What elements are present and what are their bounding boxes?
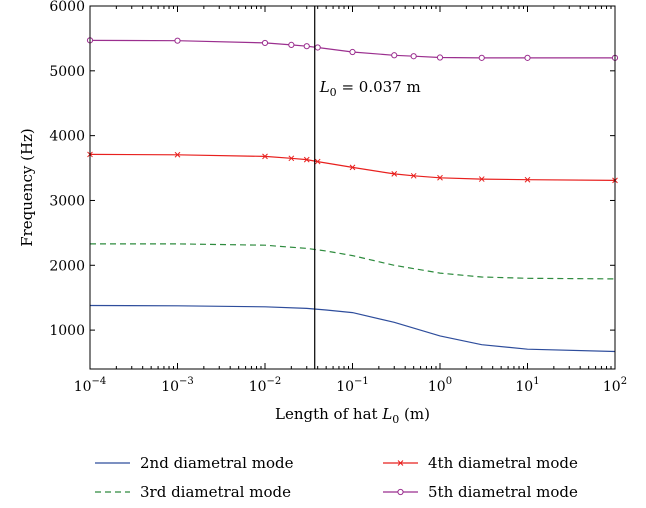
data-point-x-marker xyxy=(478,176,485,182)
data-point-circle-marker xyxy=(314,44,321,51)
x-tick-base: 10 xyxy=(336,379,354,395)
x-tick-base: 10 xyxy=(603,379,621,395)
y-tick-label: 3000 xyxy=(49,193,85,209)
data-point-x-marker xyxy=(437,174,443,181)
x-tick-exponent: 2 xyxy=(621,376,627,387)
data-point-x-marker xyxy=(524,176,531,183)
data-point-circle-marker xyxy=(349,48,356,56)
data-point-x-marker xyxy=(391,171,398,177)
series-4 xyxy=(86,37,619,61)
data-point-circle-marker xyxy=(478,54,485,61)
x-tick-base: 10 xyxy=(515,379,533,395)
x-tick-label: 101 xyxy=(515,376,539,395)
annotation-label: L0 = 0.037 m xyxy=(319,78,421,99)
y-tick-label: 2000 xyxy=(49,258,85,274)
data-point-circle-marker xyxy=(524,54,531,61)
annotation-text: = 0.037 m xyxy=(337,78,421,96)
x-tick-base: 10 xyxy=(74,379,92,395)
x-tick-label: 10−2 xyxy=(249,376,282,395)
legend-label: 5th diametral mode xyxy=(428,483,578,501)
legend-label: 4th diametral mode xyxy=(428,454,578,472)
series-line xyxy=(90,243,616,280)
x-tick-base: 10 xyxy=(161,379,179,395)
x-tick-label: 10−4 xyxy=(74,376,107,395)
legend-item-4: 5th diametral mode xyxy=(383,483,578,501)
plot-series xyxy=(86,37,619,353)
data-point-x-marker xyxy=(262,153,268,160)
y-axis: 1000 2000 3000 4000 5000 6000 xyxy=(49,0,615,339)
x-axis: 10−4 10−3 10−2 10−1 100 101 102 xyxy=(74,6,627,395)
x-tick-base: 10 xyxy=(428,379,446,395)
data-point-x-marker xyxy=(174,151,181,158)
series-line xyxy=(89,304,616,353)
x-tick-label: 100 xyxy=(428,376,452,395)
y-tick-label: 1000 xyxy=(49,323,85,339)
data-point-x-marker xyxy=(288,155,295,162)
x-axis-label-symbol: L xyxy=(381,405,392,423)
annotation-subscript: 0 xyxy=(330,86,337,99)
legend-item-3: 4th diametral mode xyxy=(383,454,578,472)
legend-marker xyxy=(397,460,404,466)
annotation-symbol: L xyxy=(319,78,330,96)
data-point-circle-marker xyxy=(410,53,417,60)
x-axis-label-main: Length of hat xyxy=(275,405,382,423)
data-point-x-marker xyxy=(410,172,417,179)
legend-label: 2nd diametral mode xyxy=(140,454,294,472)
x-axis-label: Length of hat L0 (m) xyxy=(275,405,430,426)
data-point-x-marker xyxy=(303,156,310,163)
x-axis-label-unit: (m) xyxy=(399,405,430,423)
data-point-circle-marker xyxy=(174,37,181,44)
x-tick-exponent: −1 xyxy=(354,376,369,387)
x-tick-exponent: −3 xyxy=(179,376,194,387)
x-tick-exponent: −4 xyxy=(92,376,107,387)
axis-labels: Length of hat L0 (m) Frequency (Hz) xyxy=(18,128,430,426)
x-tick-exponent: 1 xyxy=(533,376,539,387)
x-tick-label: 10−3 xyxy=(161,376,194,395)
data-point-circle-marker xyxy=(391,52,398,59)
plot-frame xyxy=(89,5,616,370)
data-point-x-marker xyxy=(349,164,356,171)
data-point-circle-marker xyxy=(303,43,310,50)
plot-annotation: L0 = 0.037 m xyxy=(314,6,421,369)
x-tick-exponent: −2 xyxy=(267,376,282,387)
data-point-x-marker xyxy=(314,158,321,165)
y-axis-label: Frequency (Hz) xyxy=(18,128,36,247)
y-tick-label: 4000 xyxy=(49,129,85,145)
data-point-circle-marker xyxy=(436,54,444,61)
legend-item-1: 2nd diametral mode xyxy=(95,454,294,472)
legend-marker xyxy=(397,488,404,496)
legend: 2nd diametral mode 3rd diametral mode 4th … xyxy=(95,454,578,501)
series-3 xyxy=(87,151,618,184)
x-tick-base: 10 xyxy=(249,379,267,395)
x-tick-label: 102 xyxy=(603,376,627,395)
legend-label: 3rd diametral mode xyxy=(140,483,291,501)
data-point-circle-marker xyxy=(261,39,269,47)
y-tick-label: 5000 xyxy=(49,64,85,80)
series-1 xyxy=(89,304,616,353)
x-tick-exponent: 0 xyxy=(446,376,452,387)
data-point-circle-marker xyxy=(288,41,295,48)
series-2 xyxy=(90,243,616,280)
x-axis-label-subscript: 0 xyxy=(392,413,399,426)
legend-item-2: 3rd diametral mode xyxy=(95,483,291,501)
x-tick-label: 10−1 xyxy=(336,376,369,395)
y-tick-label: 6000 xyxy=(49,0,85,15)
